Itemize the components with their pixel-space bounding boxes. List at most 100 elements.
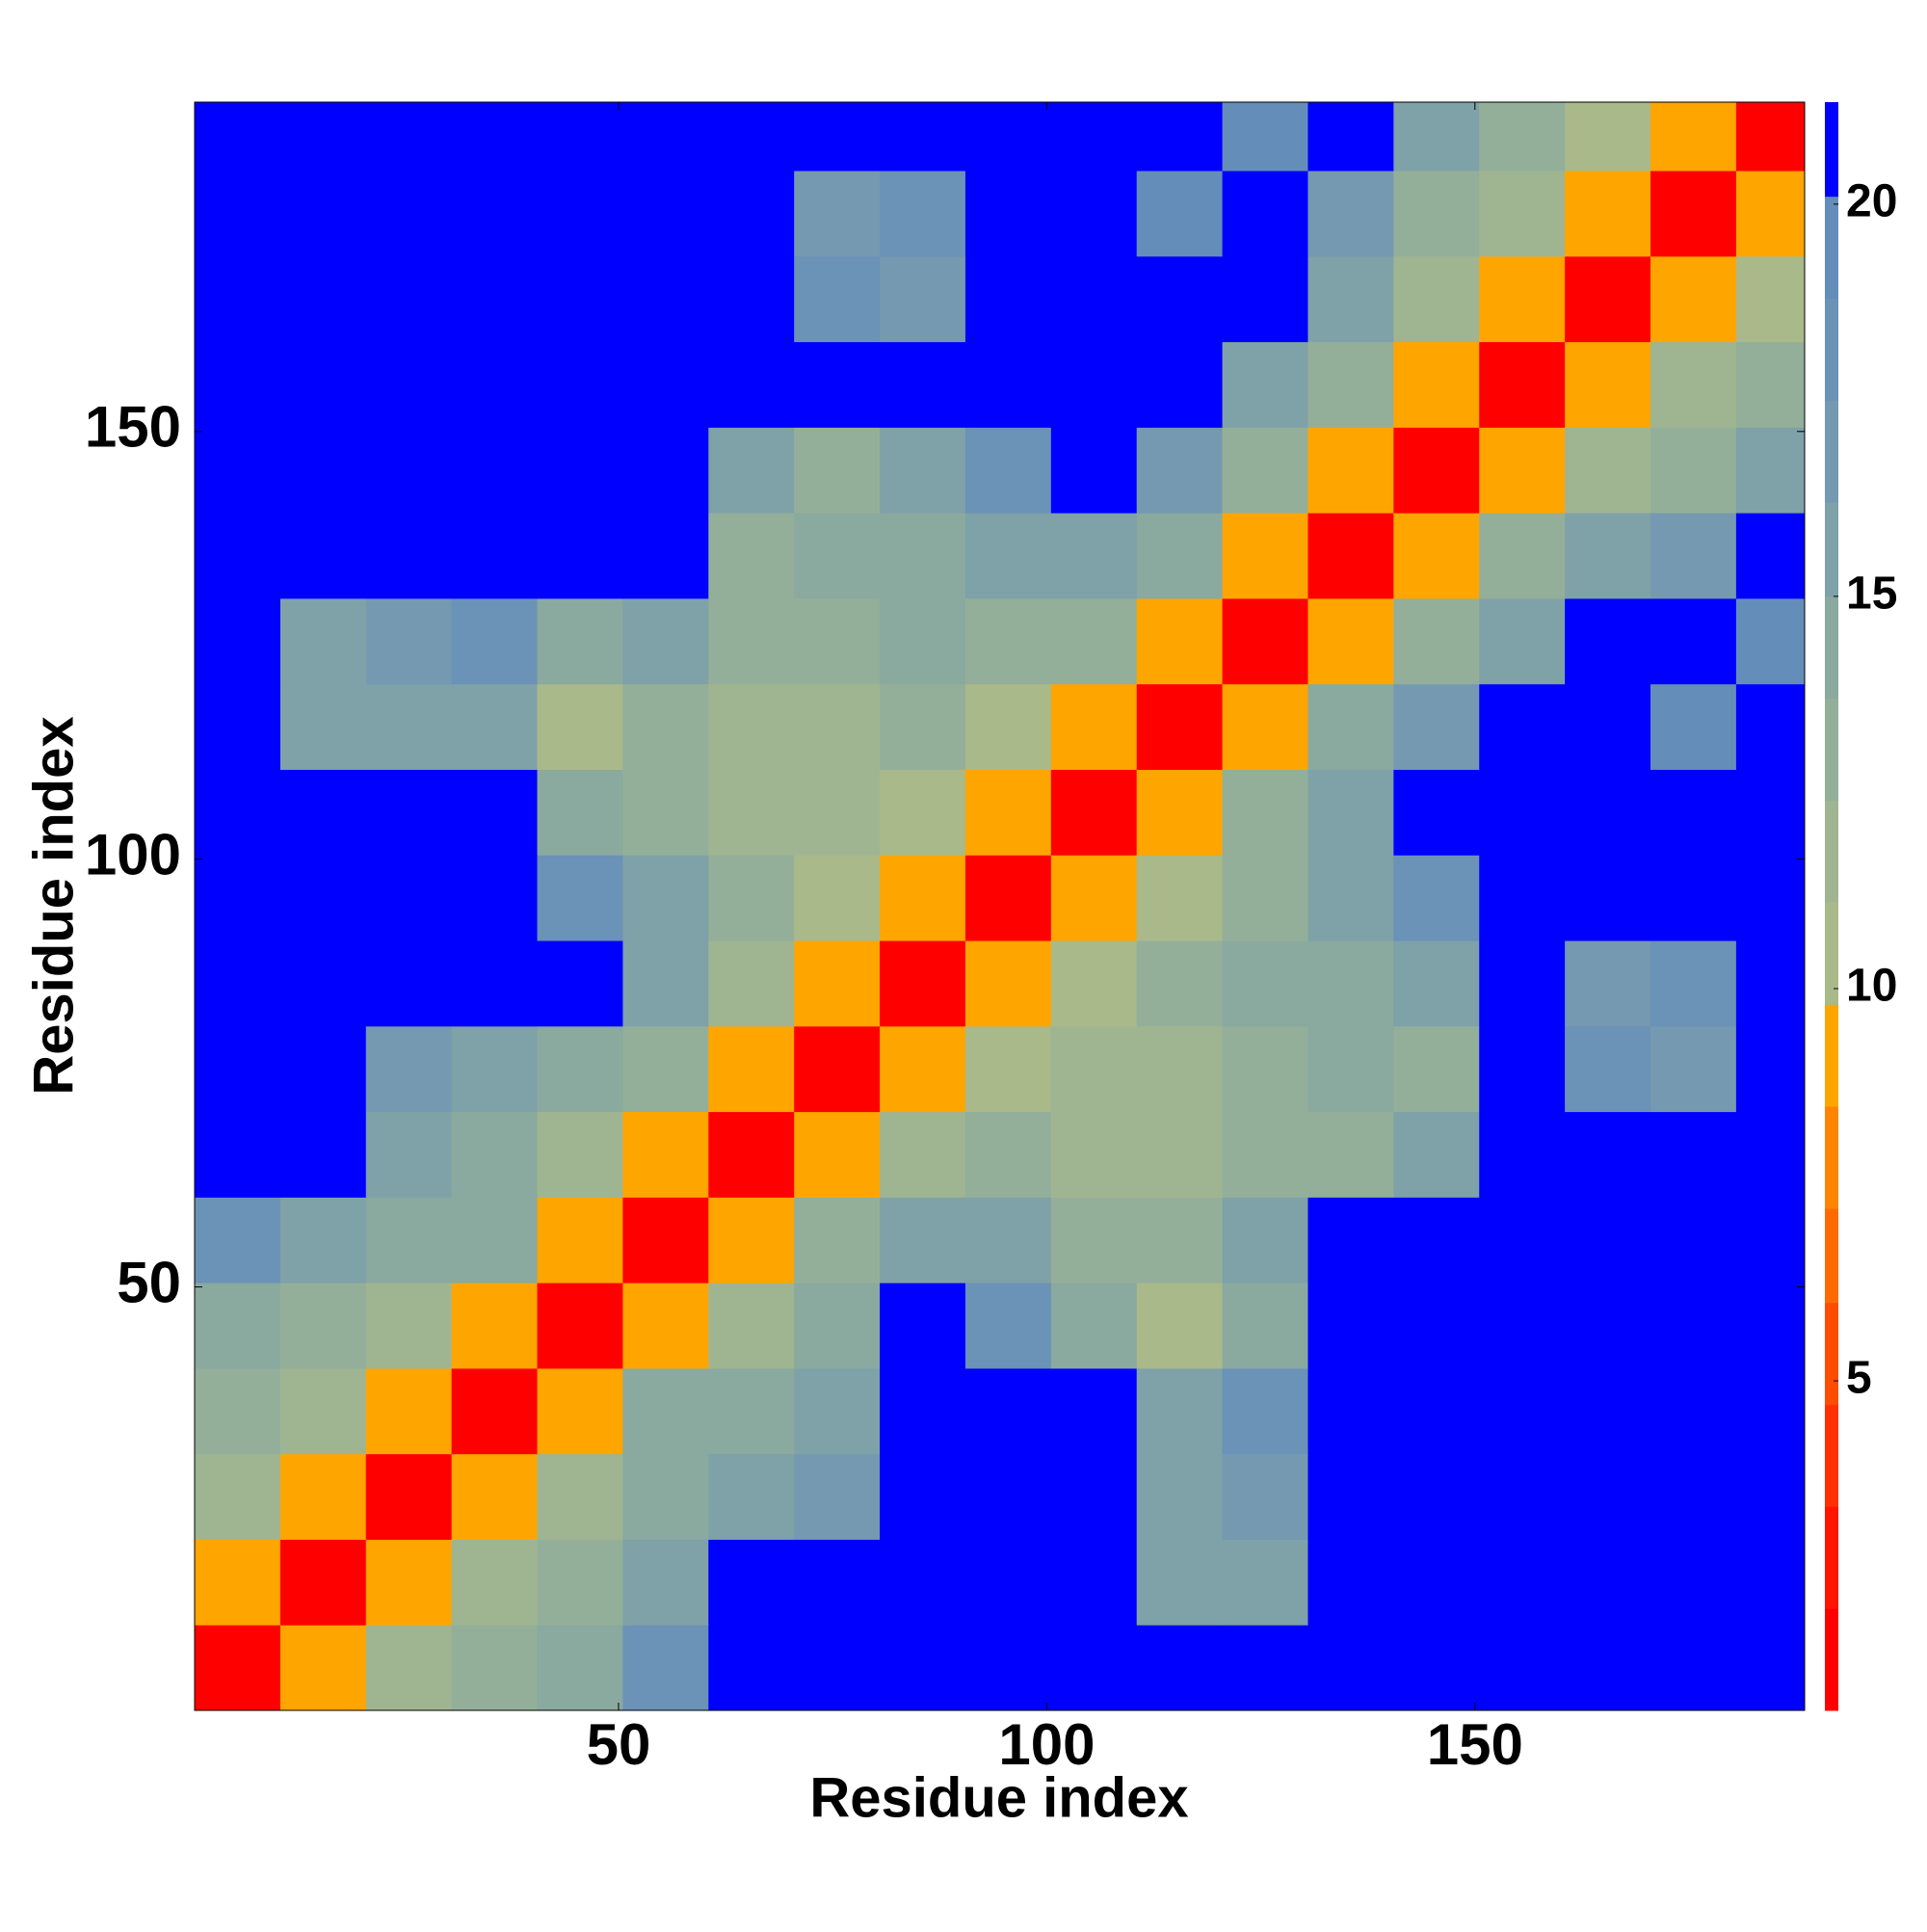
cell bbox=[537, 769, 623, 856]
cell bbox=[1479, 597, 1566, 685]
cell bbox=[794, 683, 881, 770]
cell bbox=[1222, 683, 1308, 770]
cell bbox=[880, 1367, 966, 1455]
cell bbox=[1479, 940, 1566, 1027]
cell bbox=[1735, 102, 1806, 172]
cell bbox=[1479, 341, 1566, 428]
cell bbox=[1136, 1025, 1224, 1113]
cell bbox=[451, 102, 539, 172]
cell bbox=[880, 1025, 966, 1113]
cell bbox=[794, 255, 881, 343]
cell bbox=[1307, 1283, 1394, 1369]
cell bbox=[365, 597, 453, 685]
cell bbox=[1307, 341, 1394, 428]
cell bbox=[622, 683, 709, 770]
cell bbox=[451, 769, 539, 856]
cell bbox=[1479, 769, 1566, 856]
cell bbox=[880, 427, 966, 514]
cell bbox=[964, 1197, 1052, 1284]
cell bbox=[537, 1453, 623, 1540]
cell bbox=[279, 855, 367, 941]
cell bbox=[794, 855, 881, 941]
cell bbox=[195, 1625, 281, 1711]
cell bbox=[1735, 1283, 1806, 1369]
cell bbox=[794, 102, 881, 172]
cell bbox=[1735, 427, 1806, 514]
cell bbox=[964, 341, 1052, 428]
cell bbox=[1136, 1539, 1224, 1626]
cell bbox=[1565, 769, 1651, 856]
cell bbox=[1307, 427, 1394, 514]
cell bbox=[1479, 683, 1566, 770]
cell bbox=[1393, 102, 1480, 172]
cell bbox=[1393, 171, 1480, 257]
cell bbox=[1136, 597, 1224, 685]
cell bbox=[794, 940, 881, 1027]
cell bbox=[1393, 855, 1480, 941]
cell bbox=[365, 102, 453, 172]
cell bbox=[794, 1197, 881, 1284]
cell bbox=[622, 1625, 709, 1711]
cell bbox=[1479, 1025, 1566, 1113]
cell bbox=[537, 255, 623, 343]
cell bbox=[794, 171, 881, 257]
cell bbox=[279, 102, 367, 172]
cell bbox=[1735, 1539, 1806, 1626]
cell bbox=[1050, 513, 1138, 599]
x-tick-label: 50 bbox=[587, 1712, 651, 1777]
cell bbox=[708, 1367, 795, 1455]
cell bbox=[195, 769, 281, 856]
cell bbox=[365, 1111, 453, 1198]
cell bbox=[1050, 1111, 1138, 1198]
cell bbox=[1650, 102, 1737, 172]
cell bbox=[622, 597, 709, 685]
cell bbox=[964, 1111, 1052, 1198]
cell bbox=[1307, 1367, 1394, 1455]
cell bbox=[1222, 255, 1308, 343]
cell bbox=[365, 855, 453, 941]
cell bbox=[964, 597, 1052, 685]
cell bbox=[1136, 255, 1224, 343]
cell bbox=[964, 855, 1052, 941]
cell bbox=[1393, 1025, 1480, 1113]
cell bbox=[964, 940, 1052, 1027]
cell bbox=[1393, 255, 1480, 343]
plot-frame bbox=[194, 101, 1806, 1711]
cell bbox=[708, 513, 795, 599]
cell bbox=[1393, 1111, 1480, 1198]
cell bbox=[1735, 171, 1806, 257]
cell bbox=[1222, 1367, 1308, 1455]
cell bbox=[622, 1453, 709, 1540]
cell bbox=[1307, 1197, 1394, 1284]
cell bbox=[279, 1539, 367, 1626]
cell bbox=[1565, 513, 1651, 599]
cell bbox=[964, 1025, 1052, 1113]
cell bbox=[1393, 597, 1480, 685]
cell bbox=[1565, 341, 1651, 428]
cell bbox=[880, 1283, 966, 1369]
cell bbox=[622, 1197, 709, 1284]
y-tick-label: 150 bbox=[85, 395, 181, 460]
cell bbox=[964, 427, 1052, 514]
cell bbox=[622, 171, 709, 257]
cell bbox=[1393, 1625, 1480, 1711]
cell bbox=[964, 171, 1052, 257]
cell bbox=[451, 597, 539, 685]
cell bbox=[1136, 1111, 1224, 1198]
cell bbox=[195, 683, 281, 770]
cell bbox=[279, 1625, 367, 1711]
cell bbox=[622, 940, 709, 1027]
cell bbox=[964, 513, 1052, 599]
cell bbox=[880, 1539, 966, 1626]
cell bbox=[1393, 1197, 1480, 1284]
colorbar-band bbox=[1825, 800, 1838, 903]
cell bbox=[1565, 1197, 1651, 1284]
cell bbox=[1565, 1453, 1651, 1540]
cell bbox=[622, 1367, 709, 1455]
cell bbox=[880, 597, 966, 685]
cell bbox=[1307, 683, 1394, 770]
colorbar-band bbox=[1825, 400, 1838, 503]
cell bbox=[365, 1625, 453, 1711]
cell bbox=[622, 255, 709, 343]
cell bbox=[1307, 1539, 1394, 1626]
